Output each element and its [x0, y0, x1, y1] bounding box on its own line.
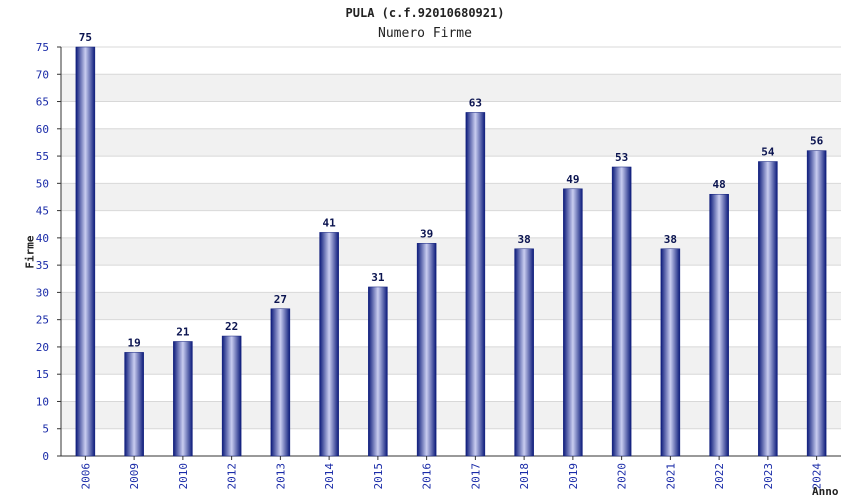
data-label: 54 [761, 146, 775, 159]
data-label: 56 [810, 135, 824, 148]
bar [368, 286, 388, 457]
y-tick-label: 0 [42, 450, 49, 463]
data-label: 41 [323, 216, 337, 229]
bar [319, 232, 339, 457]
x-tick-label: 2018 [518, 463, 531, 490]
x-tick-label: 2021 [664, 463, 677, 490]
bar [465, 112, 486, 457]
data-label: 38 [518, 233, 531, 246]
x-tick-label: 2014 [323, 463, 336, 490]
x-tick-label: 2022 [713, 463, 726, 490]
y-tick-label: 75 [36, 41, 49, 54]
x-tick-label: 2012 [226, 463, 239, 490]
x-tick-label: 2009 [128, 463, 141, 490]
grid-band [61, 74, 841, 102]
y-tick-label: 15 [36, 368, 49, 381]
data-label: 63 [469, 96, 482, 109]
bar [611, 166, 632, 457]
y-tick-label: 40 [36, 232, 49, 245]
x-tick-label: 2017 [469, 463, 482, 490]
x-tick-label: 2016 [421, 463, 434, 490]
y-tick-label: 60 [36, 123, 49, 136]
y-tick-label: 25 [36, 314, 49, 327]
x-tick-label: 2013 [274, 463, 287, 490]
bar [660, 248, 681, 457]
data-label: 38 [664, 233, 677, 246]
bar [514, 248, 534, 457]
x-tick-label: 2006 [79, 463, 92, 490]
x-tick-label: 2019 [567, 463, 580, 490]
y-tick-label: 65 [36, 96, 49, 109]
bar [173, 341, 193, 457]
bar [124, 352, 144, 457]
x-tick-label: 2024 [811, 463, 824, 490]
bar [416, 243, 437, 457]
bar [758, 161, 778, 457]
y-tick-label: 70 [36, 68, 49, 81]
bar [709, 193, 729, 457]
chart-title: PULA (c.f.92010680921) [345, 6, 505, 20]
data-label: 22 [225, 320, 238, 333]
data-label: 27 [274, 293, 287, 306]
data-label: 19 [128, 336, 141, 349]
bar [270, 308, 291, 457]
chart-subtitle: Numero Firme [378, 26, 472, 41]
x-axis-label: Anno [812, 485, 839, 498]
y-tick-label: 10 [36, 395, 49, 408]
x-tick-label: 2020 [616, 463, 629, 490]
data-label: 75 [79, 31, 92, 44]
y-tick-label: 5 [42, 423, 49, 436]
data-label: 53 [615, 151, 628, 164]
x-tick-label: 2023 [762, 463, 775, 490]
data-label: 49 [566, 173, 579, 186]
bar [563, 188, 583, 457]
data-label: 39 [420, 227, 433, 240]
data-label: 21 [176, 325, 190, 338]
y-tick-label: 55 [36, 150, 49, 163]
data-label: 48 [713, 178, 726, 191]
y-tick-label: 30 [36, 286, 49, 299]
y-tick-label: 45 [36, 205, 49, 218]
x-tick-label: 2015 [372, 463, 385, 490]
bar [221, 335, 242, 457]
y-tick-label: 20 [36, 341, 49, 354]
y-tick-label: 50 [36, 177, 49, 190]
data-label: 31 [371, 271, 385, 284]
x-tick-label: 2010 [177, 463, 190, 490]
grid-band [61, 128, 841, 157]
y-tick-label: 35 [36, 259, 49, 272]
bar [806, 150, 827, 457]
bar [75, 46, 96, 457]
